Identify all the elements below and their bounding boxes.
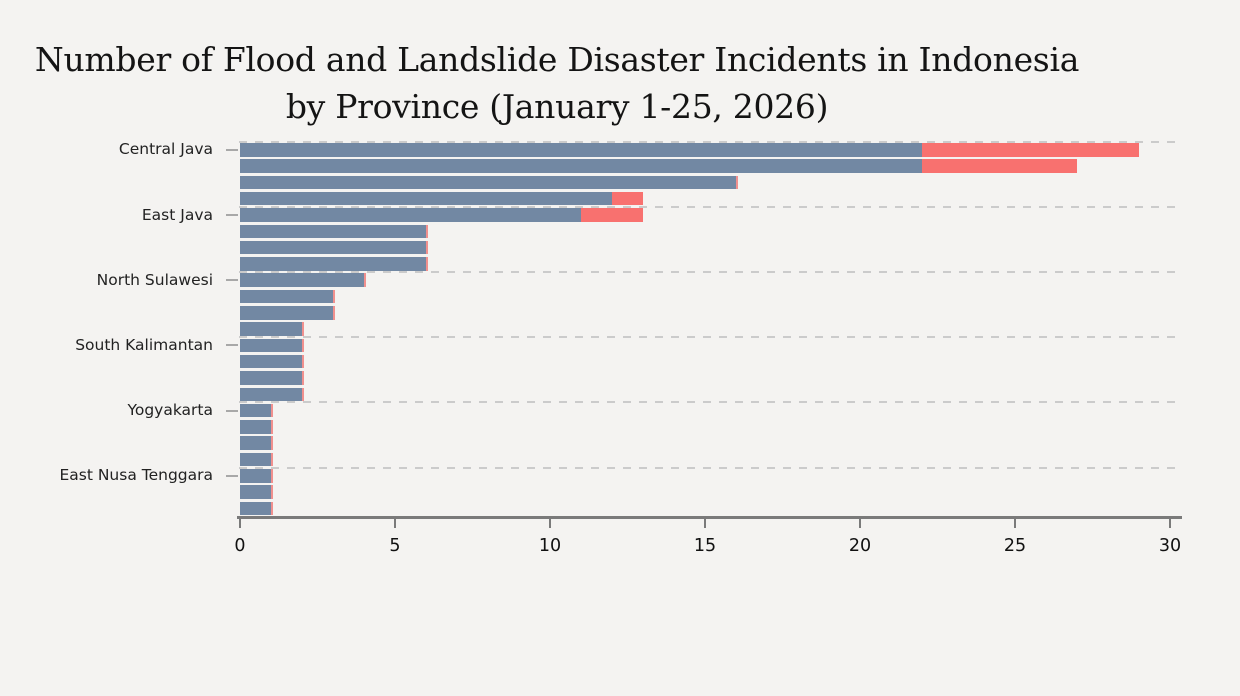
bar-segment-flood [240,306,333,320]
x-tick-label: 10 [538,536,562,556]
bar-segment-flood [240,485,271,499]
y-tick [226,474,238,477]
bar-segment-landslide [271,436,273,450]
chart-title: Number of Flood and Landslide Disaster I… [0,36,1114,130]
bar-segment-landslide [426,257,428,271]
bar-segment-flood [240,452,271,467]
y-axis-label: North Sulawesi [96,270,213,289]
bar-segment-flood [240,469,271,483]
bar-segment-flood [240,354,302,369]
bar-segment-landslide [302,338,304,353]
bar-segment-landslide [271,403,273,418]
x-tick [239,518,241,528]
bar-segment-landslide [302,354,304,369]
x-tick [549,518,551,528]
bar-segment-flood [240,387,302,402]
bar-segment-landslide [271,485,273,499]
x-tick-label: 5 [389,536,401,556]
y-axis-label: East Java [141,205,213,224]
gridline [239,401,1182,404]
bar-segment-flood [240,240,426,255]
bar-segment-flood [240,143,922,157]
bar-segment-flood [240,403,271,418]
gridline [239,271,1182,273]
bar-segment-landslide [271,501,273,516]
bar-segment-landslide [922,159,1077,173]
bar-segment-flood [240,191,612,206]
bar-segment-flood [240,224,426,239]
y-axis-label: South Kalimantan [75,335,213,354]
x-tick [1169,518,1171,528]
bar-segment-landslide [271,452,273,467]
x-axis-line [237,515,1182,519]
gridline [239,336,1182,339]
bar-segment-landslide [426,240,428,255]
y-tick [226,214,238,216]
bar-segment-landslide [302,322,304,336]
bar-segment-landslide [426,224,428,239]
bar-segment-landslide [612,191,643,206]
bar-segment-flood [240,420,271,434]
bar-segment-flood [240,257,426,271]
bar-segment-landslide [922,143,1139,157]
y-axis-label: East Nusa Tenggara [59,466,213,485]
bar-segment-landslide [333,306,335,320]
gridline [239,205,1182,208]
x-tick-label: 25 [1003,536,1027,556]
bar-segment-flood [240,289,333,304]
y-tick [226,279,238,282]
chart-title-line1: Number of Flood and Landslide Disaster I… [34,40,1080,79]
chart-title-line2: by Province (January 1-25, 2026) [285,87,829,126]
bar-segment-landslide [364,273,366,287]
x-tick-label: 20 [848,536,872,556]
bar-segment-flood [240,159,922,173]
bar-segment-landslide [333,289,335,304]
y-tick [226,409,238,412]
bar-segment-landslide [736,175,738,190]
bar-segment-flood [240,371,302,385]
y-axis-label: Yogyakarta [127,401,213,420]
y-tick [226,344,238,347]
bar-segment-landslide [302,371,304,385]
bar-segment-flood [240,436,271,450]
bar-segment-flood [240,208,581,222]
x-tick [859,518,861,528]
bar-segment-landslide [302,387,304,402]
x-tick [1014,518,1016,528]
bar-segment-flood [240,338,302,353]
y-axis-label: Central Java [118,140,213,159]
bar-segment-landslide [271,469,273,483]
gridline [239,140,1182,143]
x-tick-label: 0 [234,536,246,556]
gridline [239,466,1182,469]
y-tick [226,148,238,151]
bar-segment-landslide [271,420,273,434]
bar-segment-flood [240,501,271,516]
bar-segment-flood [240,175,736,190]
x-tick [704,518,706,528]
x-tick [394,518,396,528]
bar-segment-flood [240,322,302,336]
bar-segment-landslide [581,208,643,222]
x-tick-label: 30 [1158,536,1182,556]
bar-segment-flood [240,273,364,287]
x-tick-label: 15 [693,536,717,556]
